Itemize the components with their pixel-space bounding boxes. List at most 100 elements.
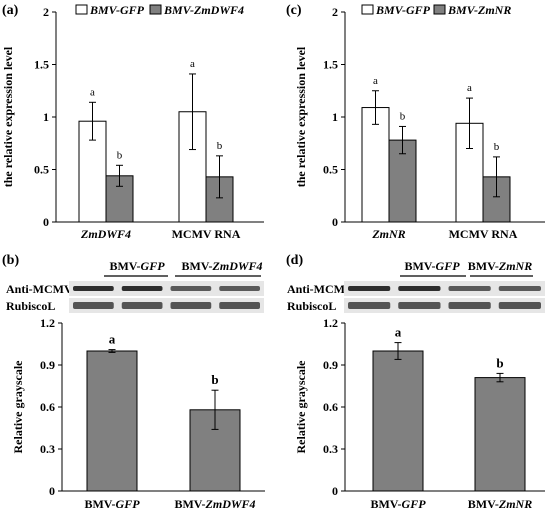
x-tick-label-d-0: BMV-GFP bbox=[370, 497, 426, 511]
x-tick-label-a-0: ZmDWF4 bbox=[80, 227, 131, 241]
blot-band-b-1-2 bbox=[170, 302, 212, 309]
x-tick-label-b-1-italic: ZmDWF4 bbox=[205, 497, 256, 511]
x-tick-label-d-1: BMV-ZmNR bbox=[468, 497, 532, 511]
y-tick-label-c-0: 0 bbox=[332, 215, 338, 229]
x-tick-label-a-1: MCMV RNA bbox=[172, 227, 241, 241]
y-tick-label-d-2: 0.6 bbox=[323, 400, 338, 414]
sig-letter-a-s1-g0: b bbox=[117, 149, 123, 161]
blot-row-label-d-1: RubiscoL bbox=[287, 299, 336, 313]
blot-band-d-1-1 bbox=[398, 302, 441, 309]
y-tick-label-a-3: 1.5 bbox=[34, 58, 49, 72]
sig-letter-b-0: a bbox=[109, 332, 116, 347]
blot-header-b-0-italic: GFP bbox=[141, 259, 166, 273]
legend-label-c-1: BMV-ZmNR bbox=[447, 3, 511, 17]
blot-band-d-0-2 bbox=[448, 286, 491, 291]
y-tick-label-a-4: 2 bbox=[43, 5, 49, 19]
y-tick-label-c-3: 1.5 bbox=[323, 58, 338, 72]
y-axis-label-a: the relative expression level bbox=[1, 46, 15, 187]
blot-header-b-1: BMV-ZmDWF4 bbox=[181, 259, 262, 273]
sig-letter-c-s0-g0: a bbox=[373, 75, 378, 87]
y-tick-label-d-1: 0.3 bbox=[323, 442, 338, 456]
blot-strip-d-0 bbox=[344, 281, 545, 296]
sig-letter-d-1: b bbox=[496, 355, 503, 370]
sig-letter-d-0: a bbox=[395, 325, 402, 340]
y-tick-label-c-2: 1 bbox=[332, 110, 338, 124]
legend-swatch-c-1 bbox=[433, 4, 446, 15]
legend-label-a-0: BMV-GFP bbox=[89, 3, 145, 17]
y-tick-label-b-2: 0.6 bbox=[40, 400, 55, 414]
sig-letter-c-s0-g1: a bbox=[467, 82, 472, 94]
y-tick-label-b-1: 0.3 bbox=[40, 442, 55, 456]
y-axis-label-d: Relative grayscale bbox=[294, 360, 308, 454]
panel-label-d: (d) bbox=[286, 253, 303, 268]
blot-band-d-0-1 bbox=[398, 286, 441, 291]
y-tick-label-a-1: 0.5 bbox=[34, 163, 49, 177]
legend-label-c-0: BMV-GFP bbox=[375, 3, 431, 17]
sig-letter-a-s1-g1: b bbox=[217, 140, 223, 152]
y-axis-label-b: Relative grayscale bbox=[11, 360, 25, 454]
blot-band-b-1-0 bbox=[73, 302, 114, 309]
blot-band-d-1-3 bbox=[498, 302, 541, 309]
blot-strip-d-1 bbox=[344, 298, 545, 313]
legend-swatch-a-0 bbox=[75, 4, 88, 15]
blot-header-b-1-prefix: BMV- bbox=[181, 259, 212, 273]
blot-band-b-1-1 bbox=[121, 302, 163, 309]
blot-row-label-b-1: RubiscoL bbox=[6, 299, 55, 313]
blot-band-b-1-3 bbox=[219, 302, 260, 309]
blot-header-b-0: BMV-GFP bbox=[109, 259, 165, 273]
blot-header-b-1-italic: ZmDWF4 bbox=[212, 259, 263, 273]
blot-band-b-0-3 bbox=[219, 286, 260, 291]
x-tick-label-d-0-italic: GFP bbox=[402, 497, 427, 511]
blot-strip-b-0 bbox=[69, 281, 264, 296]
bar-d-1 bbox=[474, 377, 526, 492]
sig-letter-a-s0-g1: a bbox=[190, 58, 195, 70]
blot-header-d-1-italic: ZmNR bbox=[498, 259, 532, 273]
legend-swatch-c-0 bbox=[361, 4, 374, 15]
x-tick-label-b-1: BMV-ZmDWF4 bbox=[174, 497, 255, 511]
blot-header-d-1-prefix: BMV- bbox=[468, 259, 499, 273]
y-axis-label-c: the relative expression level bbox=[294, 46, 308, 187]
x-tick-label-d-1-italic: ZmNR bbox=[498, 497, 532, 511]
sig-letter-c-s1-g1: b bbox=[494, 141, 500, 153]
y-tick-label-d-0: 0 bbox=[332, 484, 338, 498]
blot-band-b-0-0 bbox=[73, 286, 114, 291]
y-tick-label-b-4: 1.2 bbox=[40, 316, 55, 330]
x-tick-label-b-0: BMV-GFP bbox=[84, 497, 140, 511]
x-tick-label-b-0-italic: GFP bbox=[116, 497, 141, 511]
x-tick-label-c-1: MCMV RNA bbox=[449, 227, 518, 241]
blot-header-b-0-prefix: BMV- bbox=[109, 259, 140, 273]
x-tick-label-b-1-prefix: BMV- bbox=[174, 497, 205, 511]
panel-label-a: (a) bbox=[2, 3, 19, 18]
y-tick-label-a-2: 1 bbox=[43, 110, 49, 124]
y-tick-label-a-0: 0 bbox=[43, 215, 49, 229]
y-tick-label-d-3: 0.9 bbox=[323, 358, 338, 372]
blot-band-d-1-0 bbox=[348, 302, 391, 309]
y-tick-label-d-4: 1.2 bbox=[323, 316, 338, 330]
blot-header-d-0-italic: GFP bbox=[436, 259, 461, 273]
x-tick-label-b-0-prefix: BMV- bbox=[84, 497, 115, 511]
blot-header-d-0: BMV-GFP bbox=[404, 259, 460, 273]
blot-band-d-0-0 bbox=[348, 286, 391, 291]
x-tick-label-c-0: ZmNR bbox=[371, 227, 405, 241]
sig-letter-a-s0-g0: a bbox=[90, 86, 95, 98]
legend-swatch-a-1 bbox=[149, 4, 162, 15]
bar-d-0 bbox=[372, 350, 424, 492]
y-tick-label-b-0: 0 bbox=[49, 484, 55, 498]
blot-header-d-1: BMV-ZmNR bbox=[468, 259, 532, 273]
bar-b-0 bbox=[86, 350, 138, 492]
blot-band-b-0-2 bbox=[170, 286, 212, 291]
legend-label-a-1: BMV-ZmDWF4 bbox=[163, 3, 244, 17]
x-tick-label-d-1-prefix: BMV- bbox=[468, 497, 499, 511]
y-tick-label-c-4: 2 bbox=[332, 5, 338, 19]
blot-band-d-1-2 bbox=[448, 302, 491, 309]
blot-band-b-0-1 bbox=[121, 286, 163, 291]
x-tick-label-d-0-prefix: BMV- bbox=[370, 497, 401, 511]
sig-letter-b-1: b bbox=[211, 372, 218, 387]
panel-label-b: (b) bbox=[2, 253, 19, 268]
panel-label-c: (c) bbox=[286, 3, 302, 18]
y-tick-label-b-3: 0.9 bbox=[40, 358, 55, 372]
blot-band-d-0-3 bbox=[498, 286, 541, 291]
sig-letter-c-s1-g0: b bbox=[400, 110, 406, 122]
blot-strip-b-1 bbox=[69, 298, 264, 313]
